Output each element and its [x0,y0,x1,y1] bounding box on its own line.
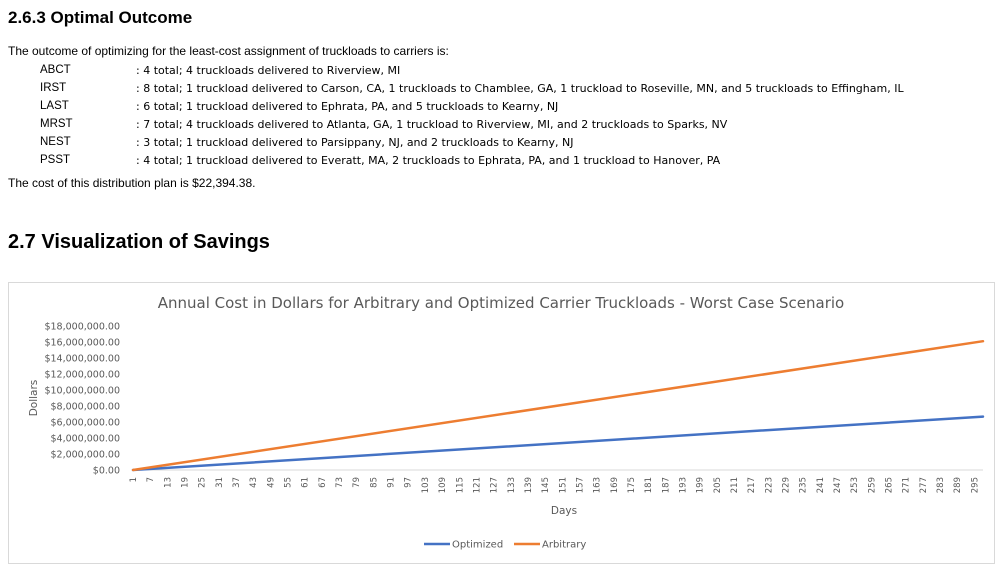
x-tick-label: 13 [163,477,173,488]
carrier-description: : 4 total; 1 truckload delivered to Ever… [136,154,721,167]
carrier-description: : 6 total; 1 truckload delivered to Ephr… [136,100,559,113]
x-tick-label: 31 [215,477,225,488]
x-tick-label: 115 [455,477,465,493]
x-tick-label: 175 [627,477,637,493]
x-tick-label: 43 [249,477,259,488]
x-tick-label: 169 [610,477,620,493]
x-tick-label: 79 [352,477,362,488]
x-tick-label: 37 [232,477,242,488]
y-tick-label: $18,000,000.00 [44,322,120,333]
legend-label: Arbitrary [542,540,586,551]
y-tick-label: $6,000,000.00 [50,418,120,429]
x-tick-label: 49 [266,477,276,488]
carrier-row: PSST : 4 total; 1 truckload delivered to… [0,152,1006,170]
x-tick-label: 247 [833,477,843,493]
chart-title: Annual Cost in Dollars for Arbitrary and… [158,294,844,312]
legend-label: Optimized [452,540,503,551]
y-tick-label: $4,000,000.00 [50,434,120,445]
x-tick-label: 235 [799,477,809,493]
x-tick-label: 121 [472,477,482,493]
series-line-arbitrary [131,339,985,472]
x-tick-label: 199 [696,477,706,493]
x-tick-label: 229 [782,477,792,493]
x-axis-ticks: 1 7 13 19 25 31 37 43 49 55 61 67 73 79 85 91 97 103 109 11… [129,477,980,493]
outcome-intro-text: The outcome of optimizing for the least-… [8,44,449,58]
x-tick-label: 289 [953,477,963,493]
series-lines [131,339,985,472]
section-heading-visualization: 2.7 Visualization of Savings [8,231,270,253]
x-tick-label: 217 [747,477,757,493]
carrier-description: : 3 total; 1 truckload delivered to Pars… [136,136,574,149]
section-heading-optimal-outcome: 2.6.3 Optimal Outcome [8,8,193,27]
x-tick-label: 145 [541,477,551,493]
carrier-row: LAST : 6 total; 1 truckload delivered to… [0,98,1006,116]
x-tick-label: 127 [490,477,500,493]
x-tick-label: 85 [369,477,379,488]
carrier-description: : 8 total; 1 truckload delivered to Cars… [136,82,904,95]
y-tick-label: $16,000,000.00 [44,338,120,349]
x-tick-label: 109 [438,477,448,493]
x-tick-label: 103 [421,477,431,493]
x-tick-label: 265 [885,477,895,493]
x-tick-label: 91 [387,477,397,488]
x-tick-label: 151 [558,477,568,493]
y-tick-label: $10,000,000.00 [44,386,120,397]
y-tick-label: $12,000,000.00 [44,370,120,381]
y-axis-label: Dollars [28,380,40,417]
x-tick-label: 163 [593,477,603,493]
x-tick-label: 73 [335,477,345,488]
x-tick-label: 223 [764,477,774,493]
carrier-code: IRST [40,82,67,94]
x-tick-label: 193 [678,477,688,493]
x-tick-label: 7 [146,477,156,482]
x-tick-label: 97 [404,477,414,488]
chart-legend: Optimized Arbitrary [424,540,586,551]
chart-canvas: Annual Cost in Dollars for Arbitrary and… [28,294,985,551]
x-tick-label: 271 [902,477,912,493]
carrier-row: ABCT : 4 total; 4 truckloads delivered t… [0,62,1006,80]
x-tick-label: 187 [661,477,671,493]
x-tick-label: 181 [644,477,654,493]
x-tick-label: 61 [301,477,311,488]
x-tick-label: 25 [198,477,208,488]
x-tick-label: 55 [284,477,294,488]
carrier-code: NEST [40,136,71,148]
x-tick-label: 67 [318,477,328,488]
y-tick-label: $14,000,000.00 [44,354,120,365]
x-tick-label: 241 [816,477,826,493]
x-tick-label: 157 [575,477,585,493]
y-tick-label: $8,000,000.00 [50,402,120,413]
x-tick-label: 133 [507,477,517,493]
y-axis-ticks: $0.00 $2,000,000.00 $4,000,000.00 $6,000,00… [44,322,120,477]
carrier-code: LAST [40,100,69,112]
carrier-code: MRST [40,118,73,130]
distribution-cost-text: The cost of this distribution plan is $2… [8,176,256,190]
carrier-row: MRST : 7 total; 4 truckloads delivered t… [0,116,1006,134]
carrier-list: ABCT : 4 total; 4 truckloads delivered t… [0,62,1006,170]
x-tick-label: 295 [970,477,980,493]
carrier-description: : 4 total; 4 truckloads delivered to Riv… [136,64,401,77]
x-axis-label: Days [551,505,577,517]
y-tick-label: $0.00 [93,466,120,477]
carrier-code: ABCT [40,64,71,76]
savings-line-chart: Annual Cost in Dollars for Arbitrary and… [8,282,995,564]
carrier-code: PSST [40,154,71,166]
series-line-optimized [131,415,985,472]
x-tick-label: 283 [936,477,946,493]
carrier-row: NEST : 3 total; 1 truckload delivered to… [0,134,1006,152]
x-tick-label: 277 [919,477,929,493]
y-tick-label: $2,000,000.00 [50,450,120,461]
x-tick-label: 253 [850,477,860,493]
x-tick-label: 19 [181,477,191,488]
x-tick-label: 139 [524,477,534,493]
x-tick-label: 259 [867,477,877,493]
x-tick-label: 1 [129,477,139,482]
carrier-description: : 7 total; 4 truckloads delivered to Atl… [136,118,728,131]
carrier-row: IRST : 8 total; 1 truckload delivered to… [0,80,1006,98]
x-tick-label: 211 [730,477,740,493]
x-tick-label: 205 [713,477,723,493]
